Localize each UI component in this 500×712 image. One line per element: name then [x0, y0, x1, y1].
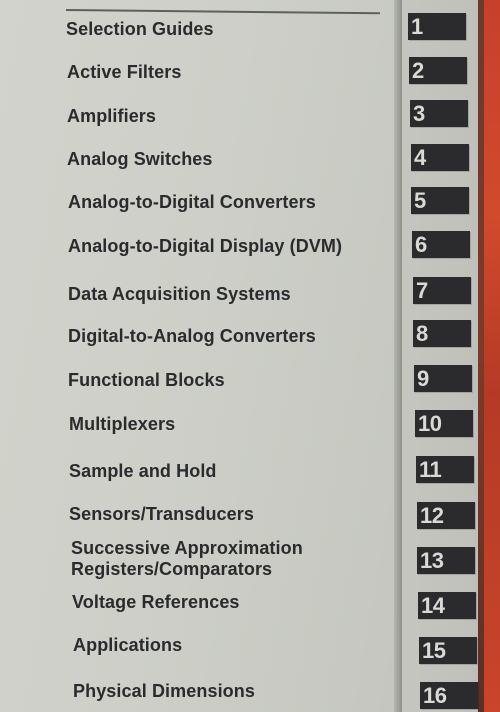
toc-entry-title: Voltage References	[72, 592, 240, 612]
section-number: 8	[416, 321, 428, 346]
section-tab[interactable]: 2	[409, 57, 467, 84]
red-cover-edge	[484, 0, 500, 712]
toc-entry-title: Multiplexers	[69, 414, 176, 434]
section-number: 5	[414, 188, 426, 213]
section-number: 12	[420, 503, 444, 528]
toc-entry-title: Analog-to-Digital Display (DVM)	[68, 236, 343, 256]
toc-entry-title: Functional Blocks	[68, 370, 225, 390]
section-number: 1	[411, 14, 423, 39]
section-number: 10	[418, 411, 442, 436]
section-number: 16	[423, 683, 447, 708]
section-tab[interactable]: 8	[413, 320, 471, 347]
section-tab[interactable]: 7	[413, 277, 471, 304]
toc-entry-title: Selection Guides	[66, 19, 214, 39]
section-number: 6	[415, 232, 427, 257]
section-tab[interactable]: 16	[420, 682, 478, 709]
section-number: 7	[416, 278, 428, 303]
page-edge	[394, 0, 402, 712]
toc-entry-title: Active Filters	[67, 62, 182, 82]
section-tab[interactable]: 14	[418, 592, 476, 619]
section-number: 14	[421, 593, 445, 618]
section-tab[interactable]: 15	[419, 637, 477, 664]
toc-entry-title: Sample and Hold	[69, 461, 217, 481]
toc-entry-title: Digital-to-Analog Converters	[68, 326, 316, 346]
section-number: 13	[420, 548, 444, 573]
toc-entry-title-line: Successive Approximation	[71, 538, 303, 558]
toc-entry-title: Data Acquisition Systems	[68, 284, 291, 304]
section-number: 4	[414, 145, 426, 170]
toc-entry-title: Sensors/Transducers	[69, 504, 254, 524]
toc-entry-title: Analog-to-Digital Converters	[68, 192, 316, 212]
toc-entry-title: Amplifiers	[67, 106, 157, 126]
section-number: 15	[422, 638, 446, 663]
toc-entry-title: Applications	[73, 635, 183, 655]
toc-entry-title: Successive Approximation Registers/Compa…	[71, 538, 303, 580]
toc-entry-title: Physical Dimensions	[73, 681, 255, 701]
section-tab[interactable]: 11	[416, 456, 474, 483]
section-tab[interactable]: 3	[410, 100, 468, 127]
section-number: 11	[419, 457, 442, 482]
section-tab[interactable]: 6	[412, 231, 470, 258]
toc-entry-title: Analog Switches	[67, 149, 213, 169]
section-number: 2	[412, 58, 424, 83]
section-tab[interactable]: 9	[414, 365, 472, 392]
section-number: 9	[417, 366, 429, 391]
section-tab[interactable]: 4	[411, 144, 469, 171]
section-tab[interactable]: 1	[408, 13, 466, 40]
cover-edge-shadow	[478, 0, 484, 712]
section-tab[interactable]: 13	[417, 547, 475, 574]
toc-entry-title-line: Registers/Comparators	[71, 559, 273, 579]
section-tab[interactable]: 5	[411, 187, 469, 214]
section-number: 3	[413, 101, 425, 126]
section-tab[interactable]: 12	[417, 502, 475, 529]
section-tab[interactable]: 10	[415, 410, 473, 437]
